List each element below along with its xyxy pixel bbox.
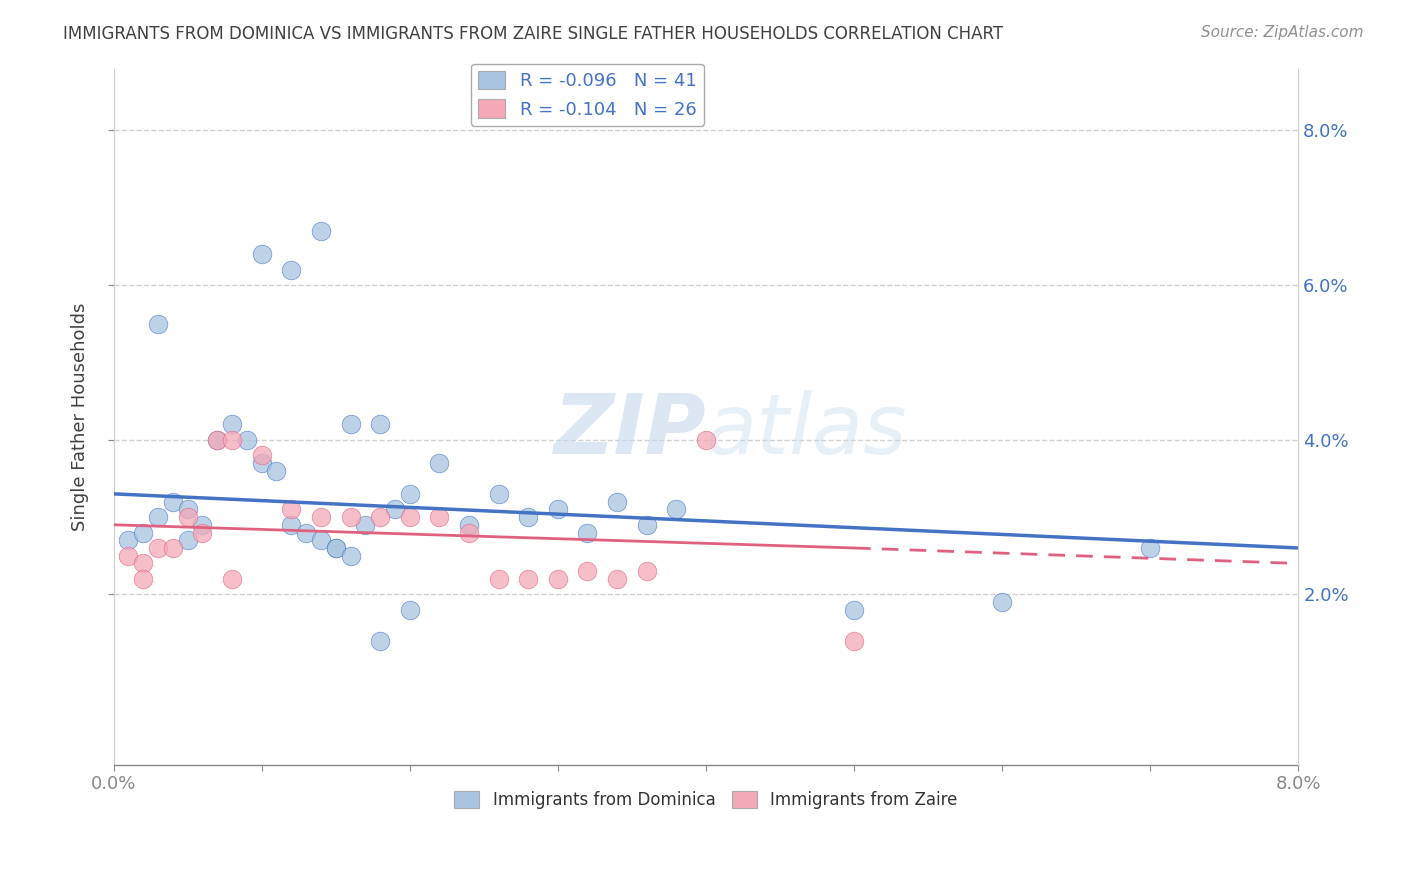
Point	[339, 510, 361, 524]
Point	[250, 456, 273, 470]
Point	[191, 517, 214, 532]
Point	[146, 510, 169, 524]
Point	[458, 517, 481, 532]
Point	[606, 494, 628, 508]
Text: ZIP: ZIP	[554, 390, 706, 471]
Point	[205, 433, 228, 447]
Point	[280, 262, 302, 277]
Point	[176, 533, 198, 548]
Point	[132, 572, 155, 586]
Point	[606, 572, 628, 586]
Text: Source: ZipAtlas.com: Source: ZipAtlas.com	[1201, 25, 1364, 40]
Point	[488, 572, 510, 586]
Point	[221, 417, 243, 432]
Point	[842, 633, 865, 648]
Point	[309, 510, 332, 524]
Point	[695, 433, 717, 447]
Point	[236, 433, 259, 447]
Point	[842, 603, 865, 617]
Point	[191, 525, 214, 540]
Point	[636, 564, 658, 578]
Point	[636, 517, 658, 532]
Point	[427, 456, 450, 470]
Point	[1139, 541, 1161, 555]
Point	[339, 549, 361, 563]
Point	[146, 317, 169, 331]
Point	[354, 517, 377, 532]
Point	[117, 549, 139, 563]
Text: atlas: atlas	[706, 390, 907, 471]
Point	[250, 448, 273, 462]
Point	[576, 525, 599, 540]
Point	[368, 417, 391, 432]
Point	[368, 633, 391, 648]
Point	[309, 224, 332, 238]
Point	[398, 510, 420, 524]
Point	[146, 541, 169, 555]
Point	[162, 494, 184, 508]
Point	[488, 487, 510, 501]
Point	[339, 417, 361, 432]
Point	[132, 557, 155, 571]
Point	[665, 502, 688, 516]
Point	[221, 572, 243, 586]
Point	[280, 517, 302, 532]
Point	[547, 502, 569, 516]
Point	[221, 433, 243, 447]
Point	[176, 502, 198, 516]
Point	[547, 572, 569, 586]
Point	[266, 464, 288, 478]
Point	[368, 510, 391, 524]
Point	[398, 487, 420, 501]
Point	[117, 533, 139, 548]
Point	[132, 525, 155, 540]
Point	[176, 510, 198, 524]
Point	[295, 525, 318, 540]
Point	[427, 510, 450, 524]
Point	[250, 247, 273, 261]
Point	[325, 541, 347, 555]
Point	[517, 572, 540, 586]
Point	[280, 502, 302, 516]
Point	[458, 525, 481, 540]
Point	[162, 541, 184, 555]
Point	[398, 603, 420, 617]
Point	[576, 564, 599, 578]
Point	[517, 510, 540, 524]
Point	[384, 502, 406, 516]
Point	[325, 541, 347, 555]
Y-axis label: Single Father Households: Single Father Households	[72, 302, 89, 531]
Point	[991, 595, 1014, 609]
Text: IMMIGRANTS FROM DOMINICA VS IMMIGRANTS FROM ZAIRE SINGLE FATHER HOUSEHOLDS CORRE: IMMIGRANTS FROM DOMINICA VS IMMIGRANTS F…	[63, 25, 1004, 43]
Legend: Immigrants from Dominica, Immigrants from Zaire: Immigrants from Dominica, Immigrants fro…	[447, 784, 965, 815]
Point	[309, 533, 332, 548]
Point	[205, 433, 228, 447]
